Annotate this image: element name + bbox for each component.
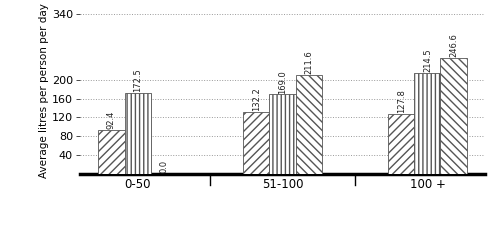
Bar — [414, 73, 440, 174]
Text: 214.5: 214.5 — [423, 49, 432, 72]
Text: 172.5: 172.5 — [133, 68, 142, 92]
Text: 169.0: 169.0 — [278, 70, 287, 93]
Legend: VES (mainly low income), Breña (mainly middle income), San Isidro (mainly high i: VES (mainly low income), Breña (mainly m… — [26, 244, 500, 248]
Text: 127.8: 127.8 — [397, 89, 406, 113]
Bar — [270, 94, 295, 174]
Bar — [124, 93, 150, 174]
Text: 0.0: 0.0 — [159, 159, 168, 173]
Text: 246.6: 246.6 — [449, 33, 458, 57]
Bar — [440, 58, 466, 174]
Text: 132.2: 132.2 — [252, 87, 261, 111]
Text: 92.4: 92.4 — [107, 111, 116, 129]
Y-axis label: Average litres per person per day: Average litres per person per day — [39, 3, 49, 178]
Text: 211.6: 211.6 — [304, 50, 313, 74]
Bar — [98, 130, 124, 174]
Bar — [296, 75, 322, 174]
Bar — [244, 112, 270, 174]
Bar — [388, 114, 414, 174]
